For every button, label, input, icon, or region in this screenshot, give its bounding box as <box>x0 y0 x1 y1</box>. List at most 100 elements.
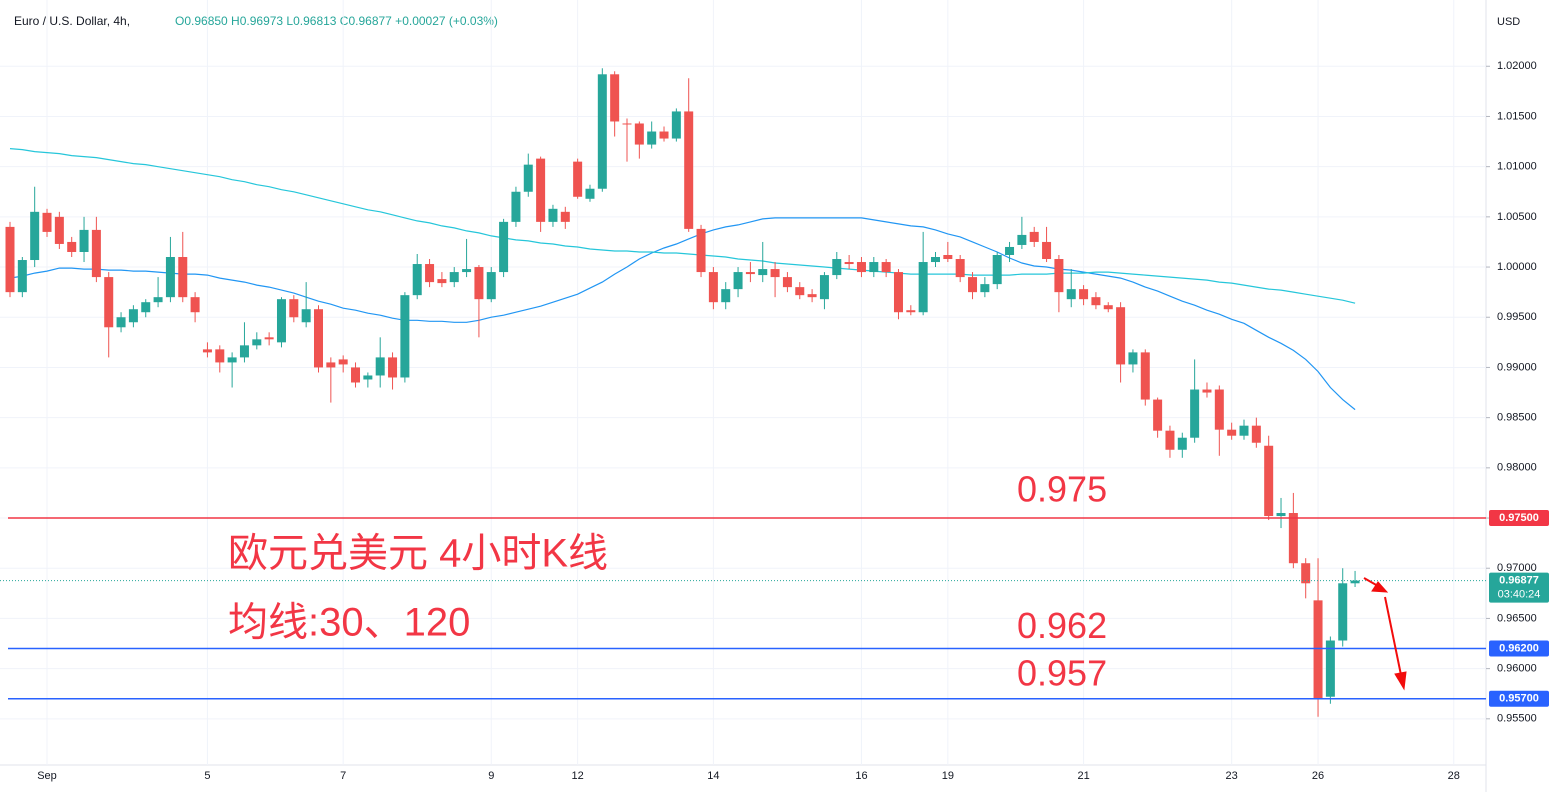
candle-body <box>1338 583 1348 641</box>
candle-body <box>523 164 533 192</box>
candle-body <box>659 131 669 139</box>
candle-body <box>844 262 854 265</box>
candle-body <box>1202 389 1212 393</box>
candle-body <box>153 297 163 303</box>
candle-body <box>363 375 373 380</box>
candle-body <box>597 74 607 189</box>
candle-body <box>449 272 459 283</box>
candle-body <box>375 357 385 376</box>
x-tick-label: 9 <box>488 770 494 782</box>
x-tick-label: 14 <box>707 770 719 782</box>
arrow-head <box>1394 671 1407 691</box>
candle-body <box>1264 445 1274 517</box>
candle-body <box>708 272 718 303</box>
annotation: 均线:30、120 <box>228 601 470 645</box>
candle-body <box>178 257 188 298</box>
candle-body <box>227 357 237 363</box>
candle-body <box>1177 437 1187 450</box>
candle-body <box>486 272 496 300</box>
candle-body <box>437 279 447 284</box>
candle-body <box>5 226 15 293</box>
level-annotation: 0.975 <box>1017 469 1107 510</box>
candle-body <box>955 259 965 278</box>
candle-body <box>585 188 595 199</box>
y-tick-label: 0.96000 <box>1497 663 1537 675</box>
candle-body <box>1128 352 1138 365</box>
candle-body <box>215 349 225 363</box>
candle-body <box>980 284 990 293</box>
candle-body <box>412 264 422 296</box>
arrow-segment <box>1384 596 1402 676</box>
candle-body <box>684 111 694 229</box>
candle-body <box>1005 246 1015 255</box>
candle-body <box>264 337 274 340</box>
candle-body <box>610 74 620 122</box>
last-price-label: 0.96877 <box>1499 574 1539 586</box>
candle-body <box>622 123 632 125</box>
level-price-box <box>1489 640 1549 657</box>
level-annotation: 0.957 <box>1017 652 1107 693</box>
y-tick-label: 0.99000 <box>1497 361 1537 373</box>
candle-body <box>536 158 546 222</box>
x-tick-label: 28 <box>1448 770 1460 782</box>
candle-body <box>1079 289 1089 300</box>
candle-body <box>1301 563 1311 584</box>
candle-body <box>869 262 879 273</box>
candle-body <box>276 299 286 343</box>
candle-body <box>795 287 805 296</box>
level-price-box <box>1489 510 1549 527</box>
candle-body <box>1042 241 1052 260</box>
candle-body <box>1091 297 1101 306</box>
candle-body <box>1017 234 1027 245</box>
candle-body <box>1029 231 1039 242</box>
candle-body <box>560 211 570 222</box>
x-tick-label: 26 <box>1312 770 1324 782</box>
y-tick-label: 0.98000 <box>1497 462 1537 474</box>
candle-body <box>1276 513 1286 517</box>
candle-body <box>634 123 644 145</box>
candle-body <box>1251 425 1261 443</box>
candle-body <box>1140 352 1150 400</box>
candle-body <box>104 277 114 328</box>
candle-body <box>1288 513 1298 564</box>
candle-body <box>819 275 829 300</box>
x-tick-label: 19 <box>942 770 954 782</box>
candle-body <box>116 317 126 328</box>
x-tick-label: 7 <box>340 770 346 782</box>
level-annotation: 0.962 <box>1017 605 1107 646</box>
countdown-label: 03:40:24 <box>1498 588 1541 600</box>
y-tick-label: 1.02000 <box>1497 60 1537 72</box>
candle-body <box>1103 305 1113 310</box>
candle-body <box>931 257 940 263</box>
candle-body <box>1054 259 1064 293</box>
candle-body <box>67 241 77 252</box>
candle-body <box>671 111 681 139</box>
arrow-head <box>1371 581 1389 593</box>
y-tick-label: 0.95500 <box>1497 713 1537 725</box>
candle-body <box>338 359 348 365</box>
candle-body <box>314 309 323 368</box>
candle-body <box>1350 580 1360 584</box>
last-price-box <box>1489 572 1549 603</box>
candle-body <box>91 229 101 278</box>
y-tick-label: 1.00500 <box>1497 211 1537 223</box>
moving-average-line <box>9 217 1356 411</box>
ohlc-legend: O0.96850 H0.96973 L0.96813 C0.96877 +0.0… <box>175 14 498 28</box>
x-tick-label: 12 <box>572 770 584 782</box>
x-tick-label: 16 <box>855 770 867 782</box>
candle-body <box>141 302 151 313</box>
candle-body <box>807 294 817 298</box>
x-tick-label: 23 <box>1226 770 1238 782</box>
chart-title: Euro / U.S. Dollar, 4h, <box>14 14 130 28</box>
candle-body <box>1153 399 1163 431</box>
candle-body <box>968 277 978 293</box>
annotation: 欧元兑美元 4小时K线 <box>228 532 608 576</box>
candle-body <box>992 255 1002 285</box>
candle-body <box>400 295 410 378</box>
candle-body <box>190 297 200 313</box>
candle-body <box>128 309 138 323</box>
candle-body <box>1325 640 1335 697</box>
candle-body <box>462 269 472 273</box>
